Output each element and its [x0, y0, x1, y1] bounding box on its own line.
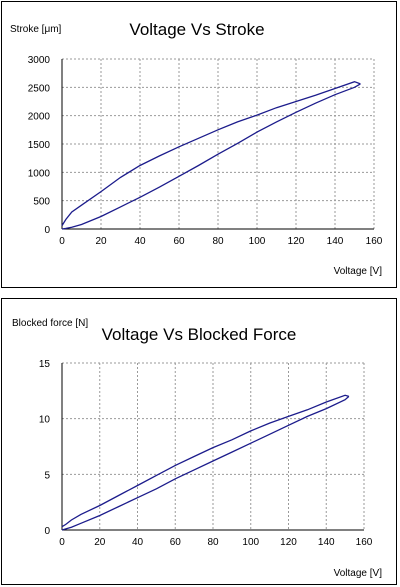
y-tick-label: 500: [33, 197, 50, 208]
x-tick-label: 120: [280, 537, 297, 548]
x-tick-label: 20: [95, 236, 107, 247]
x-tick-label: 100: [249, 236, 266, 247]
y-tick-label: 1000: [28, 168, 51, 179]
x-tick-label: 160: [356, 537, 373, 548]
y-tick-label: 0: [44, 225, 50, 236]
series-line-falling: [61, 394, 350, 528]
x-tick-label: 120: [288, 236, 305, 247]
series-line-rising: [61, 83, 361, 230]
x-tick-label: 80: [212, 236, 224, 247]
y-tick-label: 0: [44, 526, 50, 537]
x-tick-label: 100: [242, 537, 259, 548]
y-tick-label: 15: [39, 359, 51, 370]
stroke-chart-panel: Voltage Vs Stroke Stroke [μm] Voltage [V…: [1, 1, 397, 288]
y-axis-label: Stroke [μm]: [10, 24, 62, 35]
series-line-falling: [61, 81, 361, 226]
x-tick-label: 80: [207, 537, 219, 548]
y-tick-label: 10: [39, 415, 51, 426]
stroke-chart: Voltage Vs Stroke Stroke [μm] Voltage [V…: [10, 20, 383, 277]
x-axis-label: Voltage [V]: [334, 266, 383, 277]
x-tick-label: 140: [327, 236, 344, 247]
plot-area: 0 20 40 60 80 100 120 140 160 0 5 10 15: [39, 359, 373, 548]
x-tick-label: 20: [94, 537, 106, 548]
y-axis-label: Blocked force [N]: [12, 318, 88, 329]
blocked-force-chart-panel: Voltage Vs Blocked Force Blocked force […: [1, 298, 397, 585]
x-tick-label: 0: [59, 537, 65, 548]
chart-title: Voltage Vs Stroke: [129, 20, 264, 39]
x-tick-label: 160: [366, 236, 383, 247]
y-tick-label: 2000: [28, 112, 51, 123]
x-tick-label: 60: [170, 537, 182, 548]
series-line-rising: [61, 395, 350, 531]
x-tick-label: 40: [132, 537, 144, 548]
y-tick-label: 2500: [28, 83, 51, 94]
x-axis-label: Voltage [V]: [334, 568, 383, 579]
plot-area: 0 20 40 60 80 100 120 140 160 0 500 1000 1500 2000 250…: [28, 55, 383, 247]
x-tick-label: 140: [318, 537, 335, 548]
blocked-force-chart: Voltage Vs Blocked Force Blocked force […: [12, 318, 383, 579]
x-tick-label: 40: [134, 236, 146, 247]
y-tick-label: 3000: [28, 55, 51, 66]
chart-title: Voltage Vs Blocked Force: [102, 325, 297, 344]
x-tick-label: 60: [173, 236, 185, 247]
y-tick-label: 5: [44, 470, 50, 481]
y-tick-label: 1500: [28, 140, 51, 151]
x-tick-label: 0: [59, 236, 65, 247]
